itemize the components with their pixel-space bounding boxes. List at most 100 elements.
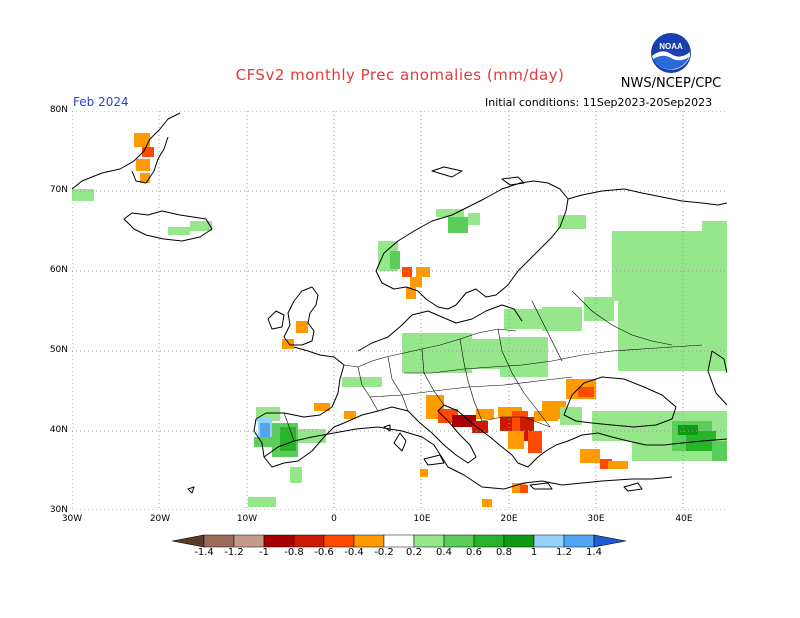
colorbar-label: 0.4 bbox=[436, 547, 452, 558]
anomaly-cell bbox=[476, 409, 494, 419]
europe-precip-anomaly-map bbox=[72, 111, 727, 510]
anomaly-cell bbox=[600, 459, 612, 469]
colorbar-box bbox=[233, 534, 265, 548]
anomaly-cell bbox=[406, 287, 416, 299]
colorbar-box bbox=[473, 534, 505, 548]
anomaly-cell bbox=[314, 403, 330, 411]
anomaly-cell bbox=[142, 147, 154, 157]
anomaly-cell bbox=[618, 291, 727, 371]
anomaly-cell bbox=[248, 497, 276, 507]
lat-label-30n: 30N bbox=[49, 505, 68, 515]
colorbar-label: -1.4 bbox=[194, 547, 214, 558]
lat-lon-gridlines bbox=[72, 111, 727, 510]
colorbar-label: 0.2 bbox=[406, 547, 422, 558]
anomaly-cell bbox=[344, 411, 356, 419]
colorbar-box bbox=[413, 534, 445, 548]
colorbar-box bbox=[353, 534, 385, 548]
country-borders bbox=[283, 290, 703, 442]
anomaly-cell bbox=[140, 173, 150, 183]
anomaly-cell bbox=[498, 407, 522, 417]
anomaly-cell bbox=[472, 421, 488, 433]
anomaly-cell bbox=[436, 209, 464, 217]
colorbar-box bbox=[533, 534, 565, 548]
anomaly-cell bbox=[500, 337, 548, 377]
colorbar-box bbox=[563, 534, 595, 548]
anomaly-cell bbox=[578, 387, 594, 397]
agency-label: NWS/NCEP/CPC bbox=[620, 76, 722, 91]
anomaly-cells bbox=[72, 133, 727, 507]
initial-conditions-label: Initial conditions: 11Sep2023-20Sep2023 bbox=[485, 96, 713, 109]
colorbar-label: 0.6 bbox=[466, 547, 482, 558]
colorbar-label: 1 bbox=[530, 547, 538, 558]
anomaly-cell bbox=[416, 267, 430, 277]
anomaly-cell bbox=[632, 441, 662, 461]
anomaly-cell bbox=[472, 339, 502, 369]
lon-label-30w: 30W bbox=[61, 514, 83, 524]
anomaly-cell bbox=[254, 437, 272, 447]
anomaly-cell bbox=[702, 221, 727, 261]
map-title: CFSv2 monthly Prec anomalies (mm/day) bbox=[235, 66, 565, 84]
anomaly-cell bbox=[390, 251, 400, 269]
colorbar bbox=[172, 534, 627, 548]
colorbar-box bbox=[323, 534, 355, 548]
anomaly-cell bbox=[410, 277, 422, 287]
anomaly-cell bbox=[402, 267, 412, 277]
anomaly-cell bbox=[190, 221, 212, 231]
anomaly-cell bbox=[558, 215, 586, 229]
anomaly-cell bbox=[342, 377, 382, 387]
anomaly-cell bbox=[584, 297, 614, 321]
colorbar-box bbox=[203, 534, 235, 548]
anomaly-cell bbox=[134, 133, 150, 147]
anomaly-cell bbox=[560, 407, 582, 425]
colorbar-boxes bbox=[203, 534, 595, 548]
colorbar-high-arrow bbox=[593, 534, 627, 548]
anomaly-cell bbox=[168, 227, 190, 235]
lon-label-20e: 20E bbox=[500, 514, 518, 524]
colorbar-label: -0.6 bbox=[314, 547, 334, 558]
anomaly-cell bbox=[72, 189, 94, 201]
anomaly-cell bbox=[678, 425, 698, 435]
anomaly-cell bbox=[528, 431, 542, 453]
colorbar-label: -1.2 bbox=[224, 547, 244, 558]
lon-label-10e: 10E bbox=[413, 514, 431, 524]
colorbar-label: 1.4 bbox=[586, 547, 602, 558]
anomaly-cell bbox=[608, 461, 628, 469]
anomaly-cell bbox=[290, 467, 302, 483]
lon-label-0: 0 bbox=[331, 514, 337, 524]
anomaly-cell bbox=[260, 423, 270, 437]
anomaly-cell bbox=[508, 431, 524, 449]
colorbar-label: -0.8 bbox=[284, 547, 304, 558]
lat-label-70n: 70N bbox=[49, 185, 68, 195]
lat-label-40n: 40N bbox=[49, 425, 68, 435]
anomaly-cell bbox=[448, 217, 468, 233]
anomaly-cell bbox=[420, 469, 428, 477]
lat-label-60n: 60N bbox=[49, 265, 68, 275]
lon-label-20w: 20W bbox=[149, 514, 171, 524]
logo-text: NOAA bbox=[659, 42, 683, 51]
anomaly-cell bbox=[500, 417, 514, 431]
lon-label-30e: 30E bbox=[587, 514, 605, 524]
colorbar-label: 0.8 bbox=[496, 547, 512, 558]
anomaly-cell bbox=[298, 429, 326, 443]
colorbar-label: -0.4 bbox=[344, 547, 364, 558]
anomaly-cell bbox=[520, 485, 528, 493]
anomaly-cell bbox=[542, 307, 582, 331]
anomaly-cell bbox=[452, 415, 476, 427]
anomaly-cell bbox=[712, 441, 727, 461]
anomaly-cell bbox=[580, 449, 600, 463]
colorbar-box bbox=[443, 534, 475, 548]
colorbar-low-arrow bbox=[172, 534, 205, 548]
forecast-month-label: Feb 2024 bbox=[73, 95, 129, 109]
lat-label-80n: 80N bbox=[49, 105, 68, 115]
colorbar-label: 1.2 bbox=[556, 547, 572, 558]
coastlines bbox=[72, 112, 727, 494]
noaa-logo-icon: NOAA bbox=[651, 33, 691, 73]
colorbar-label: -1 bbox=[259, 547, 269, 558]
anomaly-cell bbox=[468, 213, 480, 225]
colorbar-box bbox=[263, 534, 295, 548]
colorbar-box bbox=[383, 534, 415, 548]
colorbar-box bbox=[503, 534, 535, 548]
colorbar-label: -0.2 bbox=[374, 547, 394, 558]
lon-label-10w: 10W bbox=[236, 514, 258, 524]
lon-label-40e: 40E bbox=[675, 514, 693, 524]
